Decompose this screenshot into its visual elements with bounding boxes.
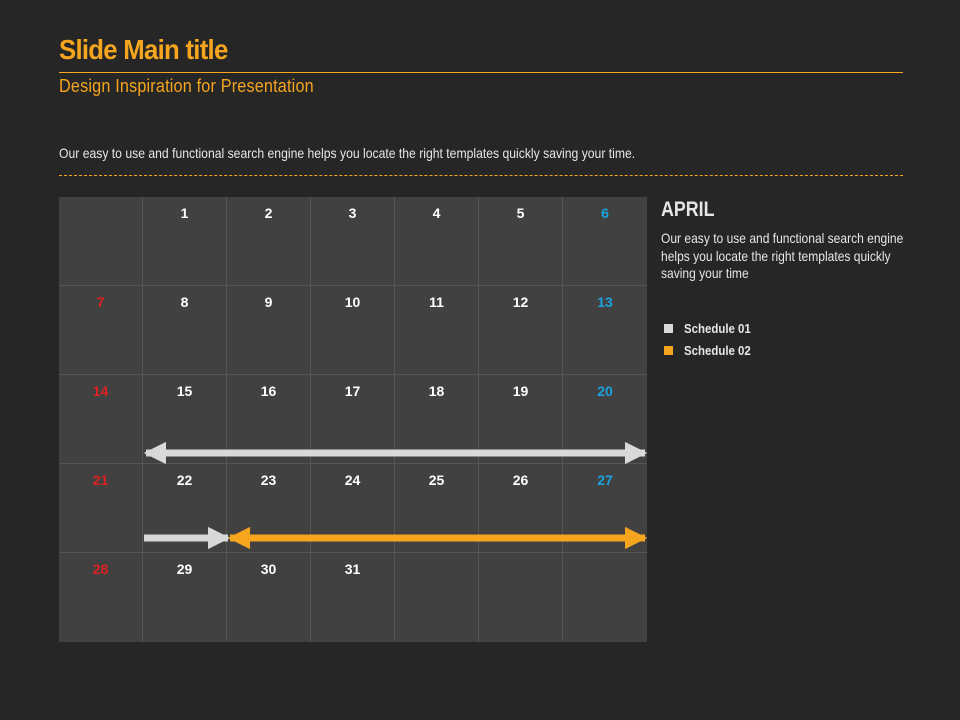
- calendar-day-number: 4: [432, 205, 441, 221]
- legend-item: Schedule 02: [664, 339, 760, 361]
- month-heading: APRIL: [661, 198, 715, 221]
- calendar-day-number: 22: [176, 472, 193, 488]
- calendar-cell: 29: [143, 553, 227, 642]
- calendar-cell: 31: [311, 553, 395, 642]
- calendar-day-number: 23: [260, 472, 277, 488]
- calendar-cell: 24: [311, 464, 395, 553]
- calendar-day-number: 28: [92, 561, 109, 577]
- calendar-cell: 30: [227, 553, 311, 642]
- calendar-day-number: 2: [264, 205, 273, 221]
- calendar-day-number: 15: [176, 383, 193, 399]
- calendar-cell: 1: [143, 197, 227, 286]
- calendar-cell: 6: [563, 197, 647, 286]
- month-description: Our easy to use and functional search en…: [661, 230, 904, 281]
- calendar-day-number: 31: [344, 561, 361, 577]
- calendar-cell: 12: [479, 286, 563, 375]
- calendar-cell: 28: [59, 553, 143, 642]
- legend-swatch-icon: [664, 345, 673, 355]
- legend-swatch-icon: [664, 323, 673, 333]
- calendar-day-number: 19: [512, 383, 529, 399]
- legend-label: Schedule 01: [684, 320, 751, 336]
- calendar-cell: 8: [143, 286, 227, 375]
- calendar-day-number: 26: [512, 472, 529, 488]
- calendar-day-number: 21: [92, 472, 109, 488]
- calendar-cell: 20: [563, 375, 647, 464]
- slide-title: Slide Main title: [59, 34, 228, 65]
- legend-label: Schedule 02: [684, 342, 751, 358]
- calendar-day-number: 3: [348, 205, 357, 221]
- calendar-day-number: 11: [429, 294, 444, 310]
- calendar-cell: 13: [563, 286, 647, 375]
- calendar-cell: [479, 553, 563, 642]
- calendar-day-number: 12: [512, 294, 529, 310]
- calendar-day-number: 30: [260, 561, 277, 577]
- calendar-day-number: 17: [344, 383, 361, 399]
- calendar-cell: [563, 553, 647, 642]
- calendar-cell: [395, 553, 479, 642]
- calendar-day-number: 29: [176, 561, 193, 577]
- calendar-cell: 14: [59, 375, 143, 464]
- calendar-day-number: 13: [597, 294, 613, 310]
- calendar-cell: 18: [395, 375, 479, 464]
- calendar-day-number: 14: [92, 383, 109, 399]
- calendar-day-number: 9: [264, 294, 273, 310]
- calendar-cell: 25: [395, 464, 479, 553]
- calendar-cell: 26: [479, 464, 563, 553]
- calendar-day-number: 20: [597, 383, 613, 399]
- calendar-cell: 2: [227, 197, 311, 286]
- legend-item: Schedule 01: [664, 317, 760, 339]
- calendar-day-number: 8: [180, 294, 189, 310]
- calendar-cell: 9: [227, 286, 311, 375]
- calendar-cell: 15: [143, 375, 227, 464]
- calendar-cell: [59, 197, 143, 286]
- calendar-day-number: 24: [344, 472, 361, 488]
- calendar-day-number: 6: [601, 205, 609, 221]
- slide-description: Our easy to use and functional search en…: [59, 145, 636, 161]
- calendar-day-number: 5: [516, 205, 525, 221]
- calendar-day-number: 18: [428, 383, 445, 399]
- calendar-day-number: 27: [597, 472, 613, 488]
- dashed-divider: [59, 175, 903, 176]
- calendar-cell: 22: [143, 464, 227, 553]
- calendar-day-number: 10: [344, 294, 361, 310]
- calendar-cell: 3: [311, 197, 395, 286]
- calendar-day-number: 1: [180, 205, 189, 221]
- calendar-cell: 5: [479, 197, 563, 286]
- calendar-cell: 27: [563, 464, 647, 553]
- calendar-cell: 17: [311, 375, 395, 464]
- calendar-cell: 16: [227, 375, 311, 464]
- calendar-cell: 4: [395, 197, 479, 286]
- calendar-cell: 10: [311, 286, 395, 375]
- calendar-day-number: 7: [96, 294, 105, 310]
- calendar-day-number: 16: [260, 383, 277, 399]
- calendar-cell: 7: [59, 286, 143, 375]
- calendar-cell: 19: [479, 375, 563, 464]
- calendar-cell: 23: [227, 464, 311, 553]
- calendar-day-number: 25: [428, 472, 445, 488]
- legend: Schedule 01 Schedule 02: [664, 317, 760, 361]
- slide-subtitle: Design Inspiration for Presentation: [59, 76, 314, 96]
- title-divider: [59, 72, 903, 73]
- calendar-grid: 1 2 3 4 5 6 7 8 9 10 11 12 13 14 15 16 17 18 19 20 21 22 23 24 2…: [59, 197, 647, 642]
- calendar-cell: 11: [395, 286, 479, 375]
- calendar-cell: 21: [59, 464, 143, 553]
